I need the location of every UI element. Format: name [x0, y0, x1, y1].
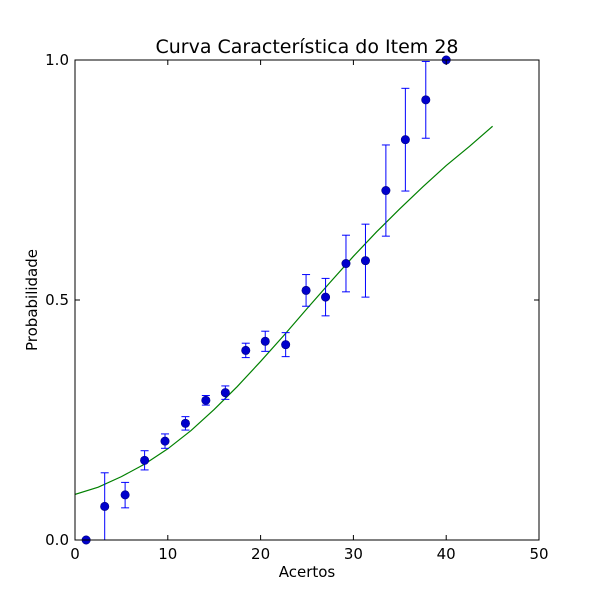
data-point-4 — [140, 455, 150, 465]
data-point-2 — [100, 501, 110, 511]
data-point-6 — [180, 418, 190, 428]
data-point-17 — [400, 135, 410, 145]
chart-title: Curva Característica do Item 28 — [155, 36, 458, 58]
data-point-5 — [160, 436, 170, 446]
x-tick-label-10: 10 — [158, 545, 177, 563]
y-tick-label-2: 1.0 — [45, 51, 69, 69]
data-point-14 — [341, 259, 351, 269]
x-tick-label-20: 20 — [251, 545, 270, 563]
y-tick-label-1: 0.5 — [45, 291, 69, 309]
data-point-11 — [281, 340, 291, 350]
x-tick-label-30: 30 — [344, 545, 363, 563]
x-axis-label: Acertos — [279, 563, 336, 581]
plot-area: 0 10 20 30 40 50 0.0 0.5 1.0 — [45, 51, 548, 563]
data-point-10 — [260, 336, 270, 346]
x-tick-label-0: 0 — [70, 545, 80, 563]
data-point-9 — [241, 345, 251, 355]
y-tick-label-0: 0.0 — [45, 531, 69, 549]
data-point-16 — [381, 186, 391, 196]
x-tick-label-50: 50 — [529, 545, 548, 563]
data-point-15 — [360, 256, 370, 266]
y-axis-label: Probabilidade — [23, 249, 41, 351]
data-point-18 — [421, 95, 431, 105]
data-point-12 — [301, 285, 311, 295]
data-point-3 — [120, 490, 130, 500]
data-point-7 — [201, 395, 211, 405]
x-tick-label-40: 40 — [437, 545, 456, 563]
fitted-curve-line — [75, 125, 493, 495]
data-point-8 — [220, 388, 230, 398]
data-point-13 — [321, 292, 331, 302]
